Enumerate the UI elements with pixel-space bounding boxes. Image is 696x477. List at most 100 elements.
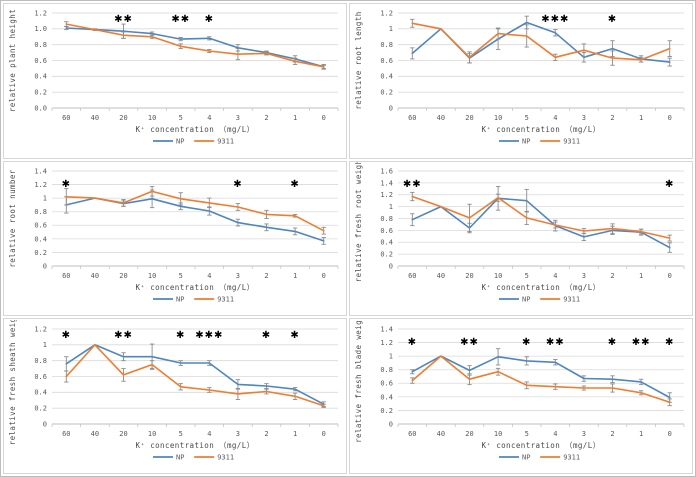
y-tick-label: 1: [43, 341, 47, 349]
x-tick-label: 60: [62, 272, 70, 280]
x-tick-label: 5: [525, 272, 529, 280]
y-axis-label: relative root number: [8, 169, 17, 267]
y-tick-label: 1.0: [34, 26, 47, 34]
y-tick-label: 0.8: [34, 208, 47, 216]
legend-label-9311: 9311: [563, 138, 580, 146]
y-tick-label: 0.6: [34, 222, 47, 230]
x-axis-label: K⁺ concentration （mg/L）: [481, 441, 600, 450]
x-tick-label: 1: [639, 272, 643, 280]
y-axis-label: relative fresh blade weight: [354, 320, 363, 443]
y-tick-label: 0.6: [34, 373, 47, 381]
x-tick-label: 0: [322, 114, 326, 122]
x-tick-label: 10: [148, 114, 156, 122]
y-tick-label: 0.4: [380, 73, 393, 81]
legend-label-9311: 9311: [217, 295, 234, 303]
significance-marker: ✱: [262, 330, 271, 341]
y-tick-label: 0.2: [34, 89, 47, 97]
series-line-9311: [411, 195, 671, 239]
series-line-NP: [411, 354, 671, 398]
significance-marker: ✱✱: [114, 14, 133, 25]
x-tick-label: 2: [264, 430, 268, 438]
significance-marker: ✱: [62, 179, 71, 190]
x-tick-label: 3: [582, 430, 586, 438]
y-tick-label: 0.6: [34, 57, 47, 65]
x-tick-label: 1: [293, 114, 297, 122]
y-tick-label: 0: [389, 105, 393, 113]
legend-label-9311: 9311: [563, 295, 580, 303]
y-axis-label: relative root length: [354, 12, 363, 110]
significance-marker: ✱: [665, 337, 674, 348]
y-tick-label: 0: [389, 420, 393, 428]
chart-panel-fresh-root-weight: 0 0.2 0.4 0.6 0.8 1 1.2 1.4 1.6 60 40 20 10 5 4 3 2 1 0 ✱✱ ✱…: [349, 160, 693, 317]
series-line-NP: [65, 343, 325, 405]
y-tick-label: 0.8: [34, 41, 47, 49]
x-tick-label: 20: [465, 272, 473, 280]
y-tick-label: 1.2: [34, 325, 47, 333]
x-tick-label: 0: [322, 430, 326, 438]
x-tick-label: 5: [525, 114, 529, 122]
x-tick-label: 60: [62, 114, 70, 122]
y-tick-label: 0.2: [34, 404, 47, 412]
x-tick-label: 20: [119, 114, 127, 122]
y-tick-label: 0: [43, 262, 47, 270]
chart-panel-fresh-sheath-weight: 0 0.2 0.4 0.6 0.8 1 1.2 60 40 20 10 5 4 3 2 1 0 ✱ ✱✱ ✱ ✱✱✱ ✱ ✱…: [3, 318, 347, 474]
x-tick-label: 20: [119, 272, 127, 280]
y-tick-label: 0.2: [34, 249, 47, 257]
legend-label-NP: NP: [522, 138, 530, 146]
y-axis-label: relative plant height: [8, 9, 17, 112]
y-tick-label: 0.4: [380, 239, 393, 247]
y-tick-label: 0.6: [380, 57, 393, 65]
x-tick-label: 2: [610, 272, 614, 280]
y-tick-label: 0: [389, 262, 393, 270]
x-tick-label: 4: [553, 272, 557, 280]
chart-svg: 00.20.40.60.811.21.460 40 20 10 5 4 3 2 1 0✱ ✱ ✱rel…: [8, 167, 339, 303]
significance-marker: ✱: [62, 330, 71, 341]
x-tick-label: 4: [207, 272, 211, 280]
y-tick-label: 0: [43, 420, 47, 428]
y-axis-label: relative fresh sheath weight: [8, 320, 17, 445]
y-tick-label: 0.4: [34, 73, 47, 81]
x-tick-label: 1: [639, 114, 643, 122]
y-tick-label: 1: [389, 352, 393, 360]
x-tick-label: 60: [408, 272, 416, 280]
x-tick-label: 5: [179, 430, 183, 438]
chart-panel-root-length: 0 0.2 0.4 0.6 0.8 1 1.2 60 40 20 10 5 4 3 2 1 0 ✱✱✱ ✱ relat…: [349, 3, 693, 159]
y-tick-label: 1.2: [380, 191, 393, 199]
significance-marker: ✱✱: [632, 337, 651, 348]
significance-marker: ✱: [608, 14, 617, 25]
x-tick-label: 40: [91, 272, 99, 280]
x-tick-label: 0: [668, 272, 672, 280]
x-tick-label: 40: [437, 272, 445, 280]
y-tick-label: 1: [389, 26, 393, 34]
significance-marker: ✱: [290, 330, 299, 341]
significance-marker: ✱✱: [460, 337, 479, 348]
y-tick-label: 0.0: [34, 105, 47, 113]
x-tick-label: 40: [91, 114, 99, 122]
chart-svg: 00.20.40.60.811.260 40 20 10 5 4 3 2 1 0✱ ✱✱ ✱ ✱✱✱ ✱ ✱…: [8, 320, 339, 461]
significance-marker: ✱: [408, 337, 417, 348]
series-line-NP: [65, 27, 325, 68]
x-axis-label: K⁺ concentration （mg/L）: [135, 441, 254, 450]
significance-marker: ✱: [290, 179, 299, 190]
x-tick-label: 2: [264, 272, 268, 280]
x-axis-label: K⁺ concentration （mg/L）: [135, 283, 254, 292]
y-tick-label: 0.8: [380, 215, 393, 223]
x-tick-label: 2: [610, 114, 614, 122]
y-tick-label: 1.2: [34, 10, 47, 18]
y-tick-label: 1.4: [380, 179, 393, 187]
x-tick-label: 5: [525, 430, 529, 438]
chart-panel-root-number: 0 0.2 0.4 0.6 0.8 1 1.2 1.4 60 40 20 10 5 4 3 2 1 0 ✱ ✱ ✱ rel…: [3, 160, 347, 317]
x-tick-label: 0: [322, 272, 326, 280]
y-tick-label: 0.6: [380, 227, 393, 235]
significance-marker: ✱: [665, 179, 674, 190]
x-tick-label: 4: [553, 430, 557, 438]
significance-marker: ✱✱: [171, 14, 190, 25]
x-tick-label: 3: [236, 272, 240, 280]
x-tick-label: 60: [62, 430, 70, 438]
legend-label-NP: NP: [522, 453, 530, 461]
x-tick-label: 40: [437, 114, 445, 122]
x-tick-label: 40: [91, 430, 99, 438]
series-line-9311: [411, 22, 671, 61]
x-tick-label: 3: [582, 114, 586, 122]
